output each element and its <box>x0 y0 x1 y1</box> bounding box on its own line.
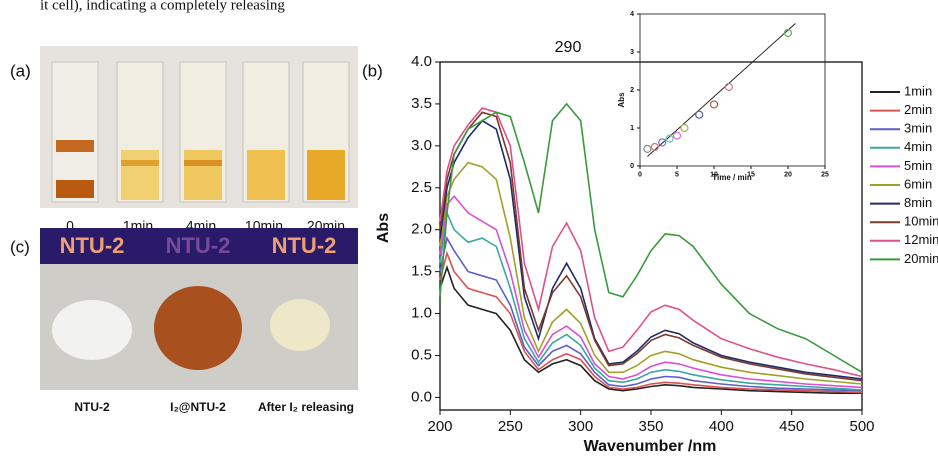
series-line <box>440 104 862 372</box>
photo-text: NTU-2 <box>272 233 337 258</box>
fit-line <box>647 24 795 157</box>
series-line <box>440 163 862 384</box>
caption: I₂@NTU-2 <box>170 400 226 414</box>
y-tick-label: 1.5 <box>411 263 432 280</box>
legend-label: 12min <box>904 232 938 247</box>
panel-label: (a) <box>10 61 31 80</box>
plot-frame <box>640 14 825 166</box>
x-tick-label: 250 <box>498 418 523 435</box>
x-axis-label: Time / min <box>712 173 752 182</box>
y-tick-label: 3.0 <box>411 137 432 154</box>
y-tick-label: 0.5 <box>411 346 432 363</box>
data-point <box>644 145 651 152</box>
x-tick-label: 0 <box>638 171 642 178</box>
series-line <box>440 238 862 391</box>
caption: NTU-2 <box>74 400 110 414</box>
data-point <box>711 101 718 108</box>
data-point <box>674 132 681 139</box>
photo-text: NTU-2 <box>60 233 125 258</box>
series-line <box>440 213 862 390</box>
series-line <box>440 267 862 393</box>
x-tick-label: 300 <box>568 418 593 435</box>
legend-label: 3min <box>904 121 932 136</box>
y-axis-label: Abs <box>375 213 392 243</box>
annotation: 290 <box>555 39 582 56</box>
panel-label: (c) <box>10 237 30 256</box>
caption: After I₂ releasing <box>258 400 354 414</box>
figure: it cell), indicating a completely releas… <box>0 0 938 463</box>
powder <box>270 299 330 351</box>
y-tick-label: 3 <box>630 49 634 56</box>
data-point <box>659 139 666 146</box>
x-tick-label: 20 <box>784 171 792 178</box>
y-tick-label: 4 <box>630 11 634 18</box>
photo-text: NTU-2 <box>166 233 231 258</box>
y-tick-label: 1.0 <box>411 305 432 322</box>
y-tick-label: 4.0 <box>411 53 432 70</box>
y-axis-label: Abs <box>617 92 626 108</box>
y-tick-label: 0 <box>630 163 634 170</box>
legend-label: 20min <box>904 251 938 266</box>
powder <box>52 300 132 360</box>
y-tick-label: 0.0 <box>411 388 432 405</box>
header-text: it cell), indicating a completely releas… <box>40 0 285 13</box>
legend-label: 8min <box>904 195 932 210</box>
x-tick-label: 450 <box>779 418 804 435</box>
x-tick-label: 5 <box>675 171 679 178</box>
x-tick-label: 10 <box>710 171 718 178</box>
y-tick-label: 2.0 <box>411 221 432 238</box>
legend-label: 1min <box>904 83 932 98</box>
legend-label: 10min <box>904 214 938 229</box>
x-axis-label: Wavenumber /nm <box>584 438 717 455</box>
y-tick-label: 3.5 <box>411 95 432 112</box>
x-tick-label: 500 <box>849 418 874 435</box>
x-tick-label: 25 <box>821 171 829 178</box>
y-tick-label: 1 <box>630 125 634 132</box>
legend-label: 5min <box>904 158 932 173</box>
legend-label: 4min <box>904 139 932 154</box>
data-point <box>681 125 688 132</box>
x-tick-label: 15 <box>747 171 755 178</box>
legend-label: 2min <box>904 102 932 117</box>
x-tick-label: 400 <box>709 418 734 435</box>
x-tick-label: 350 <box>638 418 663 435</box>
powder <box>154 286 242 370</box>
data-point <box>725 83 732 90</box>
y-tick-label: 2.5 <box>411 179 432 196</box>
data-point <box>696 111 703 118</box>
legend-label: 6min <box>904 176 932 191</box>
x-tick-label: 200 <box>427 418 452 435</box>
vials <box>52 62 349 202</box>
panel-label: (b) <box>362 61 383 80</box>
y-tick-label: 2 <box>630 87 634 94</box>
